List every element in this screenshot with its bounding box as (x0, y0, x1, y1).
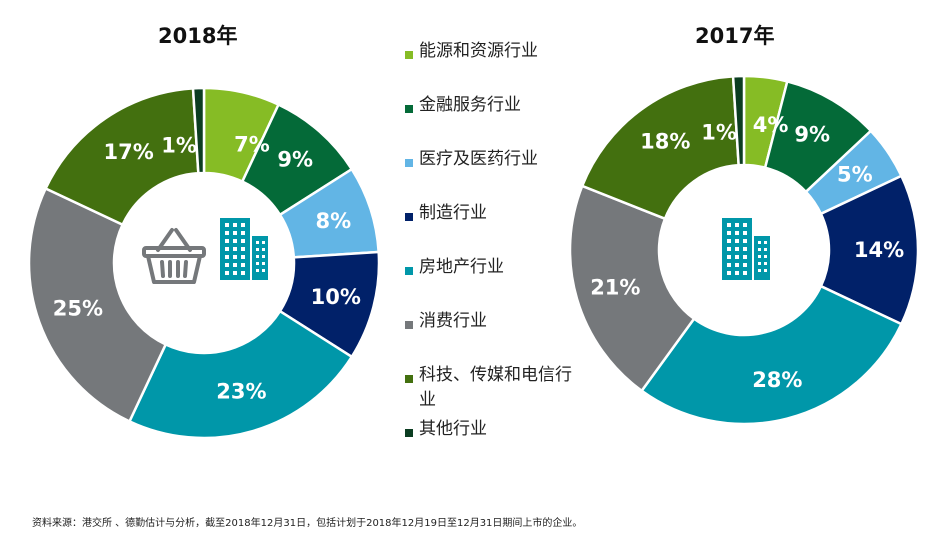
legend-swatch (405, 375, 413, 383)
legend-swatch (405, 159, 413, 167)
legend-label: 能源和资源行业 (419, 41, 538, 61)
legend-swatch (405, 429, 413, 437)
legend-item-tmt: 科技、传媒和电信行业 (405, 365, 585, 413)
footnote: 资料来源：港交所 、德勤估计与分析，截至2018年12月31日，包括计划于201… (32, 518, 583, 529)
legend-swatch (405, 321, 413, 329)
legend-swatch (405, 267, 413, 275)
shopping-basket-icon (142, 228, 206, 284)
legend-label: 房地产行业 (419, 257, 504, 277)
data-label-0-1: 9% (277, 147, 313, 171)
data-label-0-5: 25% (53, 296, 103, 320)
legend-item-consumer: 消费行业 (405, 311, 595, 334)
legend-label: 科技、传媒和电信行业 (419, 365, 572, 410)
data-label-0-6: 17% (104, 140, 154, 164)
donut-slice-0-4 (127, 309, 354, 440)
data-label-0-0: 7% (234, 132, 270, 156)
data-label-0-4: 23% (216, 380, 266, 404)
legend-item-realestate: 房地产行业 (405, 257, 595, 280)
legend-item-manufacturing: 制造行业 (405, 203, 595, 226)
legend-item-energy: 能源和资源行业 (405, 41, 595, 64)
data-label-0-7: 1% (161, 134, 197, 158)
legend-swatch (405, 51, 413, 59)
legend-label: 消费行业 (419, 311, 487, 331)
legend-item-other: 其他行业 (405, 419, 595, 442)
chart-title-2017: 2017年 (695, 24, 775, 48)
legend-swatch (405, 105, 413, 113)
data-label-0-3: 10% (311, 285, 361, 309)
legend-item-financial: 金融服务行业 (405, 95, 595, 118)
legend-label: 医疗及医药行业 (419, 149, 538, 169)
donut-slice-0-7 (191, 86, 206, 175)
legend-label: 金融服务行业 (419, 95, 521, 115)
chart-title-2018: 2018年 (158, 24, 238, 48)
data-label-0-2: 8% (316, 209, 352, 233)
legend-label: 其他行业 (419, 419, 487, 439)
legend-label: 制造行业 (419, 203, 487, 223)
legend-swatch (405, 213, 413, 221)
legend-item-healthcare: 医疗及医药行业 (405, 149, 595, 172)
donut-slice-0-5 (27, 186, 168, 424)
building-icon (220, 218, 268, 280)
